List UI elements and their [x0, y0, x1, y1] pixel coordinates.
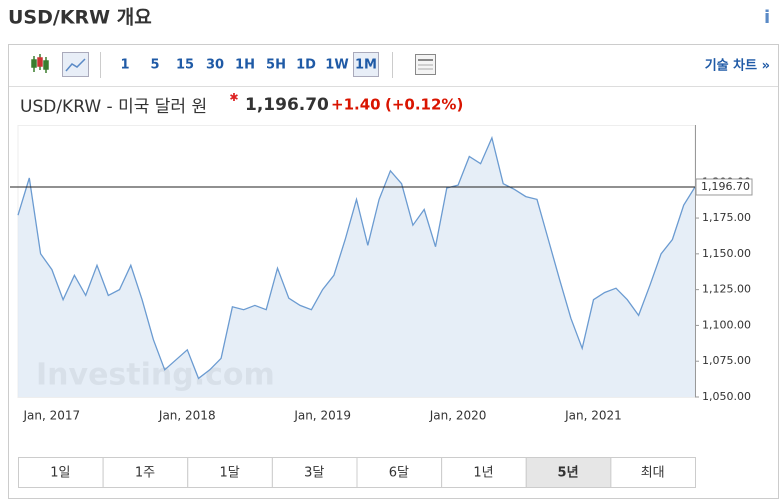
x-tick-label: Jan, 2017	[23, 409, 81, 423]
y-tick-label: 1,075.00	[702, 354, 751, 367]
line-icon-glyph	[65, 58, 86, 72]
y-tick-label: 1,150.00	[702, 247, 751, 260]
interval-selected-bg	[353, 52, 379, 77]
interval-button[interactable]: 1	[120, 58, 129, 73]
interval-button[interactable]: 1H	[235, 58, 255, 73]
range-button[interactable]	[610, 457, 696, 488]
range-button[interactable]	[525, 457, 612, 488]
range-button[interactable]	[271, 457, 358, 488]
last-price-tag	[695, 178, 753, 196]
instrument-name: USD/KRW - 미국 달러 원	[20, 97, 207, 117]
x-tick-label: Jan, 2019	[293, 409, 351, 423]
interval-button[interactable]: 1M	[355, 58, 377, 73]
range-button-label[interactable]: 5년	[558, 466, 579, 481]
line-icon[interactable]	[62, 52, 89, 77]
y-tick-label: 1,050.00	[702, 390, 751, 403]
range-button-label[interactable]: 1일	[50, 466, 70, 481]
candle-icon[interactable]	[31, 54, 49, 73]
range-button-label[interactable]: 최대	[641, 466, 665, 481]
range-button-label[interactable]: 1주	[135, 466, 155, 481]
range-button-label[interactable]: 3달	[304, 466, 324, 481]
last-price: 1,196.70	[245, 95, 329, 115]
x-tick-label: Jan, 2021	[564, 409, 622, 423]
interval-button[interactable]: 1D	[296, 58, 316, 73]
range-button[interactable]	[441, 457, 527, 488]
area-line	[17, 135, 696, 380]
interval-button[interactable]: 30	[206, 58, 224, 73]
info-icon[interactable]: i	[764, 7, 770, 28]
y-tick-label: 1,100.00	[702, 318, 751, 331]
x-tick-label: Jan, 2020	[429, 409, 487, 423]
range-button-label[interactable]: 6달	[389, 466, 409, 481]
interval-button[interactable]: 5H	[266, 58, 286, 73]
interval-button[interactable]: 1W	[325, 58, 348, 73]
range-button-label[interactable]: 1년	[473, 466, 493, 481]
price-change: +1.40	[331, 96, 381, 114]
range-button-label[interactable]: 1달	[219, 466, 239, 481]
interval-button[interactable]: 15	[176, 58, 194, 73]
y-tick-label: 1,175.00	[702, 211, 751, 224]
last-price-label: 1,196.70	[701, 180, 750, 193]
range-button[interactable]	[102, 457, 189, 488]
table-icon[interactable]	[415, 54, 436, 75]
interval-button[interactable]: 5	[150, 58, 159, 73]
y-tick-label: 1,125.00	[702, 283, 751, 296]
price-change-percent: (+0.12%)	[385, 96, 463, 114]
live-star: ✱	[229, 91, 238, 104]
x-tick-label: Jan, 2018	[158, 409, 216, 423]
advanced-chart-link[interactable]: 기술 차트 »	[705, 58, 770, 74]
area-fill	[18, 137, 695, 397]
page-title: USD/KRW 개요	[8, 7, 152, 29]
